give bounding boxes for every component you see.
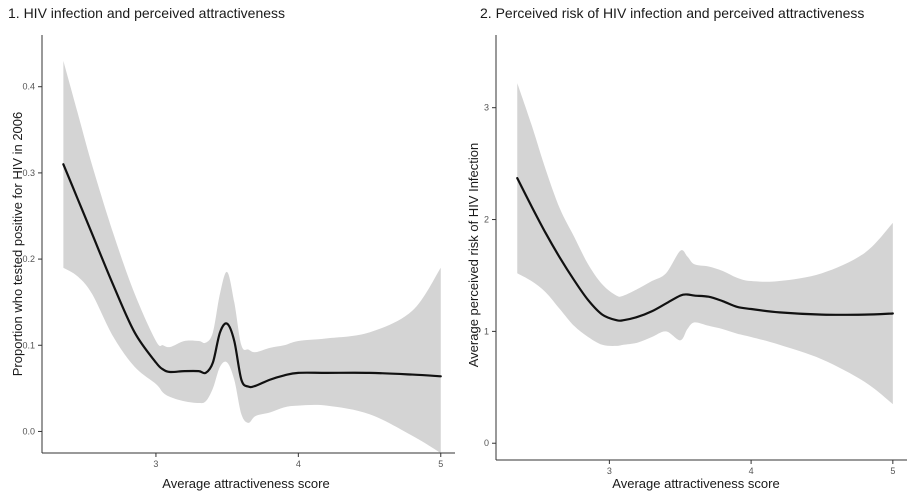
y-tick-label: 0 (484, 438, 489, 448)
y-tick-label: 0.0 (22, 426, 35, 436)
y-tick-label: 0.4 (22, 82, 35, 92)
x-tick-label: 5 (438, 459, 443, 469)
chart-title: 1. HIV infection and perceived attractiv… (8, 5, 285, 21)
x-tick-layer: 3 4 5 (153, 453, 443, 469)
x-tick-label: 3 (607, 466, 612, 476)
y-tick-label: 3 (484, 103, 489, 113)
y-tick-label: 0.3 (22, 168, 35, 178)
y-tick-label: 0.2 (22, 254, 35, 264)
y-tick-label: 1 (484, 326, 489, 336)
x-tick-label: 5 (890, 466, 895, 476)
y-tick-layer: 0 1 2 3 (484, 103, 496, 448)
x-tick-label: 3 (153, 459, 158, 469)
chart-panel-hiv-infection: 1. HIV infection and perceived attractiv… (8, 5, 455, 491)
y-axis-label: Average perceived risk of HIV Infection (466, 143, 481, 368)
smooth-line-layer (516, 177, 894, 322)
x-tick-label: 4 (749, 466, 754, 476)
chart-panel-perceived-risk: 2. Perceived risk of HIV infection and p… (466, 5, 907, 491)
x-axis-label: Average attractiveness score (162, 476, 329, 491)
chart-title: 2. Perceived risk of HIV infection and p… (480, 5, 864, 21)
fitted-curve (516, 177, 894, 322)
y-tick-layer: 0.0 0.1 0.2 0.3 0.4 (22, 82, 42, 436)
x-tick-label: 4 (296, 459, 301, 469)
x-tick-layer: 3 4 5 (607, 460, 895, 476)
x-axis-label: Average attractiveness score (612, 476, 779, 491)
confidence-band (63, 60, 441, 454)
confidence-band (517, 83, 893, 405)
fitted-curve (62, 163, 442, 389)
y-axis-label: Proportion who tested positive for HIV i… (10, 112, 25, 376)
confidence-band-layer (63, 60, 441, 454)
confidence-band-layer (517, 83, 893, 405)
y-tick-label: 2 (484, 215, 489, 225)
y-tick-label: 0.1 (22, 340, 35, 350)
smooth-line-layer (62, 163, 442, 389)
